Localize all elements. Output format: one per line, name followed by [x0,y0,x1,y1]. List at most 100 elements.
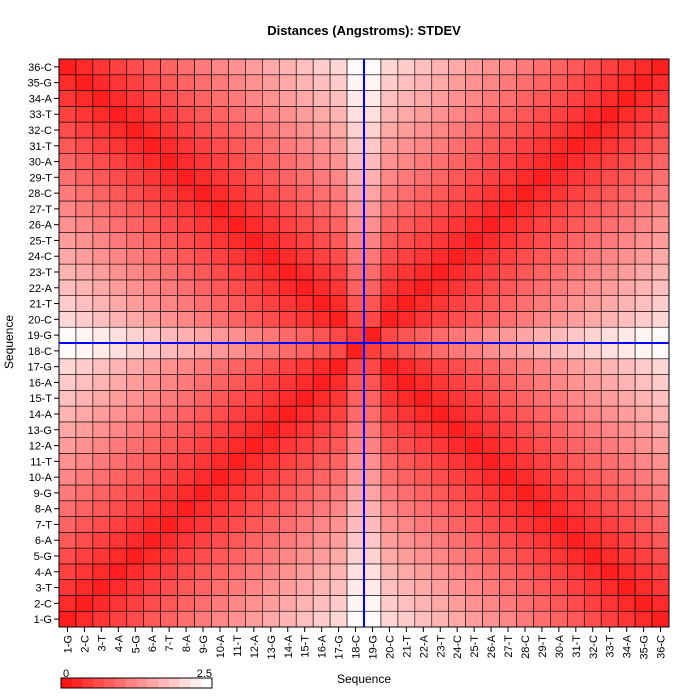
x-tick-label: 28-C [520,635,532,659]
heatmap-cell [312,374,331,391]
heatmap-cell [160,390,178,407]
heatmap-cell [414,579,433,596]
heatmap-cell [380,326,399,344]
heatmap-cell [651,579,670,596]
heatmap-cell [126,437,145,454]
heatmap-cell [600,358,619,375]
heatmap-cell [92,595,111,612]
heatmap-cell [651,547,670,565]
heatmap-cell [329,358,348,375]
heatmap-cell [550,137,568,154]
heatmap-cell [550,610,568,628]
heatmap-cell [600,232,619,249]
heatmap-cell [109,90,128,107]
heatmap-cell [482,500,500,517]
heatmap-cell [567,516,585,533]
heatmap-cell [194,279,212,296]
heatmap-cell [143,279,161,296]
heatmap-cell [499,405,517,423]
heatmap-cell [329,153,348,170]
heatmap-cell [634,595,653,612]
heatmap-cell [465,184,483,202]
heatmap-cell [211,468,229,486]
heatmap-cell [617,106,636,123]
heatmap-cell [583,342,602,360]
heatmap-cell [92,500,111,517]
heatmap-cell [583,58,602,76]
heatmap-cell [600,200,619,218]
heatmap-cell [550,595,568,612]
heatmap-cell [651,311,670,328]
heatmap-cell [160,421,178,438]
heatmap-cell [211,610,229,628]
heatmap-cell [380,263,399,281]
color-scale-legend [60,677,213,689]
heatmap-cell [567,453,585,470]
heatmap-cell [397,579,416,596]
color-scale-swatch [179,678,191,688]
heatmap-cell [363,326,382,344]
heatmap-cell [160,358,178,375]
heatmap-cell [211,74,229,91]
heatmap-cell [617,390,636,407]
heatmap-cell [262,121,280,139]
heatmap-cell [533,169,551,186]
heatmap-cell [194,326,212,344]
heatmap-cell [109,547,128,565]
heatmap-cell [109,279,128,296]
heatmap-cell [92,311,111,328]
heatmap-cell [397,121,416,139]
heatmap-cell [194,579,212,596]
heatmap-cell [380,610,399,628]
heatmap-cell [363,390,382,407]
heatmap-cell [499,279,517,296]
heatmap-cell [397,437,416,454]
heatmap-cell [380,421,399,438]
heatmap-cell [75,390,94,407]
heatmap-cell [92,484,111,502]
heatmap-cell [109,121,128,139]
heatmap-cell [329,374,348,391]
heatmap-cell [448,468,466,486]
heatmap-cell [567,326,585,344]
heatmap-cell [482,374,500,391]
heatmap-cell [482,74,500,91]
heatmap-cell [465,579,483,596]
heatmap-cell [634,106,653,123]
heatmap-cell [109,437,128,454]
heatmap-cell [329,390,348,407]
heatmap-cell [363,579,382,596]
heatmap-cell [363,595,382,612]
heatmap-cell [211,263,229,281]
heatmap-cell [126,58,145,76]
heatmap-cell [550,74,568,91]
heatmap-cell [245,311,263,328]
heatmap-cell [278,326,297,344]
chart-title: Distances (Angstroms): STDEV [267,23,461,38]
heatmap-cell [245,137,263,154]
heatmap-cell [448,295,466,312]
heatmap-cell [194,263,212,281]
heatmap-cell [194,311,212,328]
heatmap-cell [245,74,263,91]
heatmap-cell [177,453,195,470]
heatmap-cell [431,484,450,502]
heatmap-cell [465,532,483,549]
heatmap-cell [278,421,297,438]
heatmap-cell [211,563,229,580]
heatmap-cell [533,74,551,91]
heatmap-cell [600,279,619,296]
heatmap-cell [312,358,331,375]
heatmap-cell [550,121,568,139]
heatmap-cell [262,169,280,186]
heatmap-cell [414,232,433,249]
heatmap-cell [211,58,229,76]
heatmap-cell [431,563,450,580]
heatmap-cell [109,295,128,312]
color-scale-frame [60,677,213,689]
heatmap-cell [194,516,212,533]
heatmap-cell [448,311,466,328]
heatmap-cell [397,468,416,486]
heatmap-cell [58,169,77,186]
heatmap-cell [363,232,382,249]
